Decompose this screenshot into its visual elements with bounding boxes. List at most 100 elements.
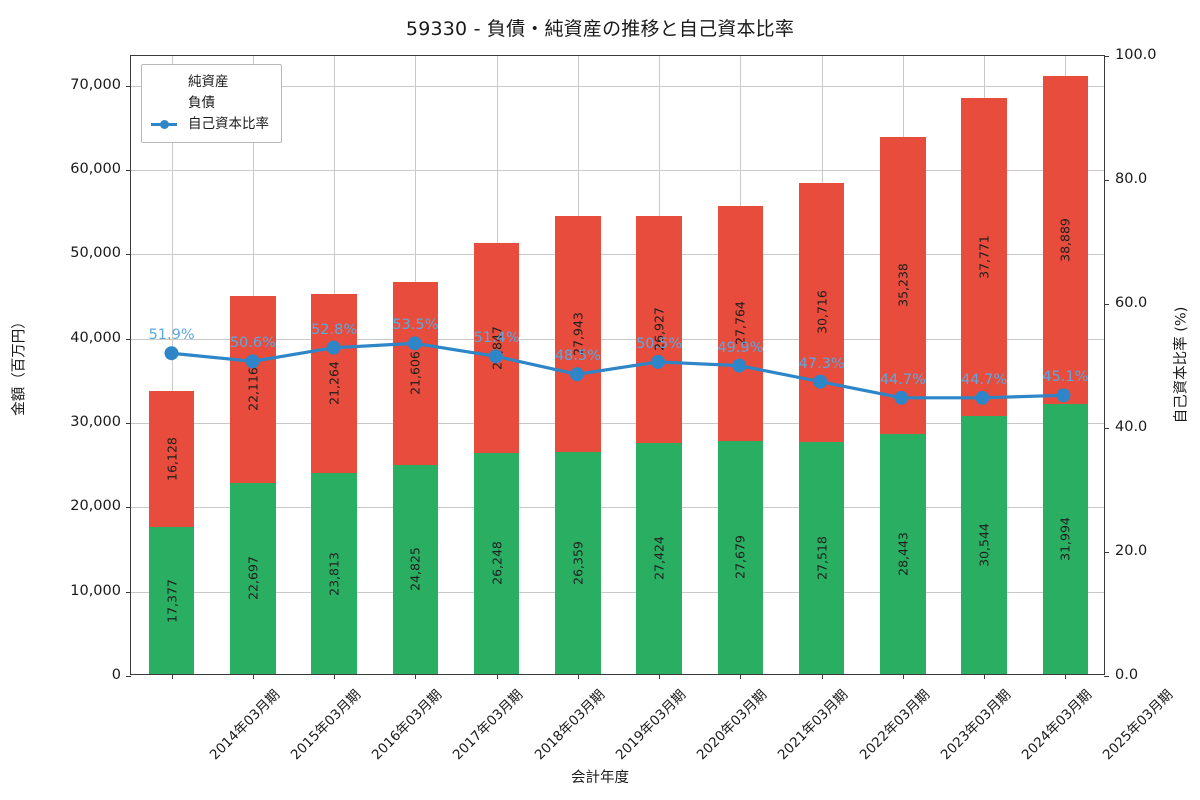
- ratio-value-label: 44.7%: [961, 371, 1008, 388]
- bar-segment-liability[interactable]: 22,116: [230, 296, 276, 483]
- bar-segment-equity[interactable]: 27,679: [717, 440, 764, 674]
- ratio-value-label: 45.1%: [1042, 369, 1089, 386]
- x-axis-tick-label: 2020年03月期: [693, 686, 771, 764]
- bar-segment-equity[interactable]: 30,544: [961, 416, 1007, 674]
- bar-segment-liability[interactable]: 21,264: [311, 293, 357, 474]
- tick-mark: [252, 674, 254, 679]
- bar-segment-equity[interactable]: 22,697: [230, 482, 276, 674]
- legend-item-equity: 純資産: [151, 72, 269, 93]
- tick-mark: [821, 674, 823, 679]
- bar-segment-liability[interactable]: 27,764: [717, 206, 764, 441]
- tick-mark: [1065, 674, 1067, 679]
- bar-segment-liability[interactable]: 27,943: [555, 215, 601, 452]
- ratio-marker[interactable]: [975, 390, 990, 405]
- bar-group[interactable]: 26,359 27,943: [555, 54, 601, 674]
- bar-segment-equity[interactable]: 31,994: [1042, 404, 1089, 674]
- tick-mark: [126, 254, 131, 256]
- y-axis-right-tick-label: 80.0: [1115, 171, 1148, 187]
- y-axis-left-tick-label: 10,000: [70, 582, 121, 599]
- y-axis-left-tick-label: 50,000: [70, 245, 121, 262]
- bar-segment-liability[interactable]: 26,927: [636, 215, 682, 443]
- y-axis-right-title: 自己資本比率 (%): [1173, 306, 1190, 424]
- ratio-value-label: 51.4%: [473, 330, 520, 347]
- bar-segment-liability[interactable]: 30,716: [798, 182, 845, 442]
- bar-group[interactable]: 23,813 21,264: [311, 54, 357, 674]
- bar-group[interactable]: 27,518 30,716: [798, 54, 845, 674]
- gridline-horizontal: [131, 169, 1104, 171]
- ratio-value-label: 49.9%: [717, 339, 764, 356]
- tick-mark: [126, 169, 131, 171]
- y-axis-left-tick-label: 30,000: [70, 413, 121, 430]
- ratio-marker[interactable]: [1056, 388, 1071, 403]
- x-axis-tick-label: 2023年03月期: [937, 686, 1015, 764]
- x-axis-tick-label: 2016年03月期: [368, 686, 446, 764]
- x-axis-tick-label: 2015年03月期: [287, 686, 365, 764]
- bar-segment-liability[interactable]: 37,771: [961, 97, 1007, 417]
- ratio-marker[interactable]: [894, 390, 909, 405]
- tick-mark: [577, 674, 579, 679]
- tick-mark: [126, 422, 131, 424]
- x-axis-tick-label: 2017年03月期: [450, 686, 527, 764]
- tick-mark: [1104, 180, 1109, 181]
- bar-segment-liability[interactable]: 24,847: [473, 243, 520, 453]
- ratio-value-label: 52.8%: [311, 321, 358, 338]
- y-axis-left-tick-label: 0: [111, 667, 121, 683]
- bar-group[interactable]: 31,994 38,889: [1042, 54, 1089, 674]
- chart-legend: 純資産 負債 自己資本比率: [141, 64, 282, 143]
- bar-segment-equity[interactable]: 26,248: [473, 452, 520, 674]
- ratio-marker[interactable]: [488, 349, 503, 364]
- ratio-value-label: 51.9%: [148, 327, 195, 344]
- legend-label-equity: 純資産: [188, 73, 229, 90]
- bar-group[interactable]: 27,424 26,927: [636, 54, 682, 674]
- ratio-line-layer: [164, 336, 1071, 405]
- ratio-marker[interactable]: [245, 354, 260, 369]
- x-axis-tick-label: 2018年03月期: [531, 686, 608, 764]
- gridline-horizontal: [131, 254, 1104, 256]
- tick-mark: [171, 674, 173, 679]
- bar-group[interactable]: 28,443 35,238: [880, 54, 926, 674]
- tick-mark: [740, 674, 742, 679]
- x-axis-tick-label: 2025年03月期: [1100, 686, 1177, 764]
- bar-segment-equity[interactable]: 23,813: [311, 473, 357, 674]
- bar-segment-liability[interactable]: 21,606: [392, 282, 439, 465]
- bar-segment-liability[interactable]: 35,238: [880, 136, 926, 435]
- bar-segment-liability[interactable]: 38,889: [1042, 76, 1089, 405]
- tick-mark: [1104, 304, 1109, 305]
- tick-mark: [126, 591, 131, 593]
- bar-group[interactable]: 26,248 24,847: [473, 54, 520, 674]
- bar-segment-equity[interactable]: 28,443: [880, 434, 926, 674]
- bar-segment-equity[interactable]: 27,518: [798, 441, 845, 674]
- ratio-marker[interactable]: [732, 358, 747, 373]
- ratio-marker[interactable]: [407, 336, 422, 351]
- y-axis-left-title: 金額（百万円）: [11, 314, 28, 416]
- bar-segment-liability[interactable]: 16,128: [148, 391, 195, 528]
- tick-mark: [902, 674, 904, 679]
- bar-group[interactable]: 24,825 21,606: [392, 54, 439, 674]
- y-axis-left-tick-label: 20,000: [70, 498, 121, 515]
- blue-line-marker-icon: [151, 119, 177, 130]
- y-axis-right-tick-label: 20.0: [1115, 543, 1148, 559]
- ratio-value-label: 50.5%: [636, 335, 683, 352]
- red-swatch-icon: [151, 98, 177, 109]
- y-axis-right-tick-label: 60.0: [1115, 295, 1148, 311]
- green-swatch-icon: [151, 77, 177, 88]
- bar-segment-equity[interactable]: 27,424: [636, 442, 682, 674]
- ratio-markers: [164, 336, 1071, 405]
- ratio-marker[interactable]: [813, 374, 828, 389]
- legend-item-liability: 負債: [151, 93, 269, 114]
- bar-segment-equity[interactable]: 24,825: [392, 464, 439, 674]
- bar-group[interactable]: 30,544 37,771: [961, 54, 1007, 674]
- bar-group[interactable]: 17,377 16,128: [148, 54, 195, 674]
- bar-segment-equity[interactable]: 26,359: [555, 451, 601, 674]
- ratio-marker[interactable]: [164, 346, 179, 361]
- bar-group[interactable]: 27,679 27,764: [717, 54, 764, 674]
- bar-segment-equity[interactable]: 17,377: [148, 527, 195, 674]
- ratio-marker[interactable]: [326, 340, 341, 355]
- ratio-marker[interactable]: [569, 367, 584, 382]
- y-axis-right-tick-label: 100.0: [1115, 47, 1157, 63]
- x-axis-tick-label: 2024年03月期: [1018, 686, 1096, 764]
- bar-group[interactable]: 22,697 22,116: [230, 54, 276, 674]
- tick-mark: [1104, 56, 1109, 57]
- ratio-marker[interactable]: [651, 354, 666, 369]
